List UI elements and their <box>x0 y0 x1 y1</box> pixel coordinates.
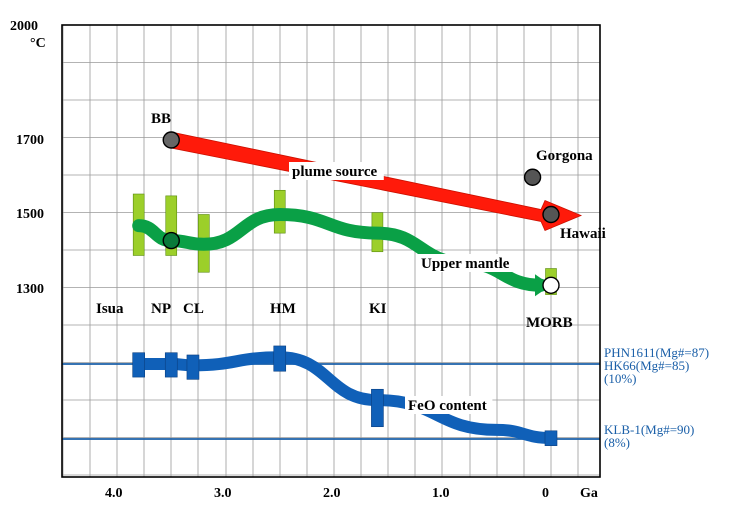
data-point <box>523 168 542 186</box>
reference-label: HK66(Mg#=85) <box>604 358 689 373</box>
reference-label: KLB-1(Mg#=90) <box>604 422 694 437</box>
x-tick-label: 0 <box>542 486 549 501</box>
data-point <box>162 131 180 149</box>
labels-layer: BB Gorgona Hawaii MORB plume source Upper man… <box>96 111 606 414</box>
locality-label: KI <box>369 301 387 317</box>
locality-label: CL <box>183 301 204 317</box>
locality-label: NP <box>151 301 171 317</box>
feo-range-bar <box>273 345 287 372</box>
plot-frame <box>61 24 601 478</box>
x-tick-label: 2.0 <box>323 486 341 501</box>
reference-label: (8%) <box>604 435 630 450</box>
points-layer <box>162 131 560 294</box>
reference-label: PHN1611(Mg#=87) <box>604 345 709 360</box>
point-label: Hawaii <box>560 226 606 242</box>
data-point <box>542 205 560 224</box>
x-tick-label: 4.0 <box>105 486 123 501</box>
feo-range-bar <box>132 352 145 378</box>
series-plume-source <box>170 131 583 232</box>
y-tick-label: 1500 <box>16 207 44 222</box>
data-point <box>162 231 180 250</box>
feo-range-bar <box>544 430 558 446</box>
data-point <box>542 276 560 294</box>
y-tick-label: 2000 <box>10 19 38 34</box>
feo-range-bars <box>132 345 558 446</box>
y-tick-label: 1300 <box>16 282 44 297</box>
x-axis-unit: Ga <box>580 486 598 501</box>
y-tick-label: 1700 <box>16 133 44 148</box>
y-axis-unit: °C <box>30 36 46 51</box>
series-label-bg <box>289 162 384 180</box>
x-tick-label: 1.0 <box>432 486 450 501</box>
series-label: plume source <box>292 164 377 180</box>
point-label: MORB <box>526 315 573 331</box>
feo-range-bar <box>371 388 384 428</box>
series-label: FeO content <box>408 398 487 414</box>
point-label: Gorgona <box>536 148 593 164</box>
feo-range-bar <box>186 354 200 380</box>
feo-range-bar <box>164 352 178 378</box>
temperature-range-bar <box>165 195 178 256</box>
locality-label: HM <box>270 301 296 317</box>
x-tick-label: 3.0 <box>214 486 232 501</box>
locality-label: Isua <box>96 301 124 317</box>
series-label: Upper mantle <box>421 256 510 272</box>
axes: 2000 °C 1700 1500 1300 4.0 3.0 2.0 1.0 0 Ga <box>10 19 601 501</box>
series-label-bg <box>418 254 513 272</box>
series-label-bg <box>405 396 493 414</box>
point-label: BB <box>151 111 171 127</box>
reference-label: (10%) <box>604 371 637 386</box>
